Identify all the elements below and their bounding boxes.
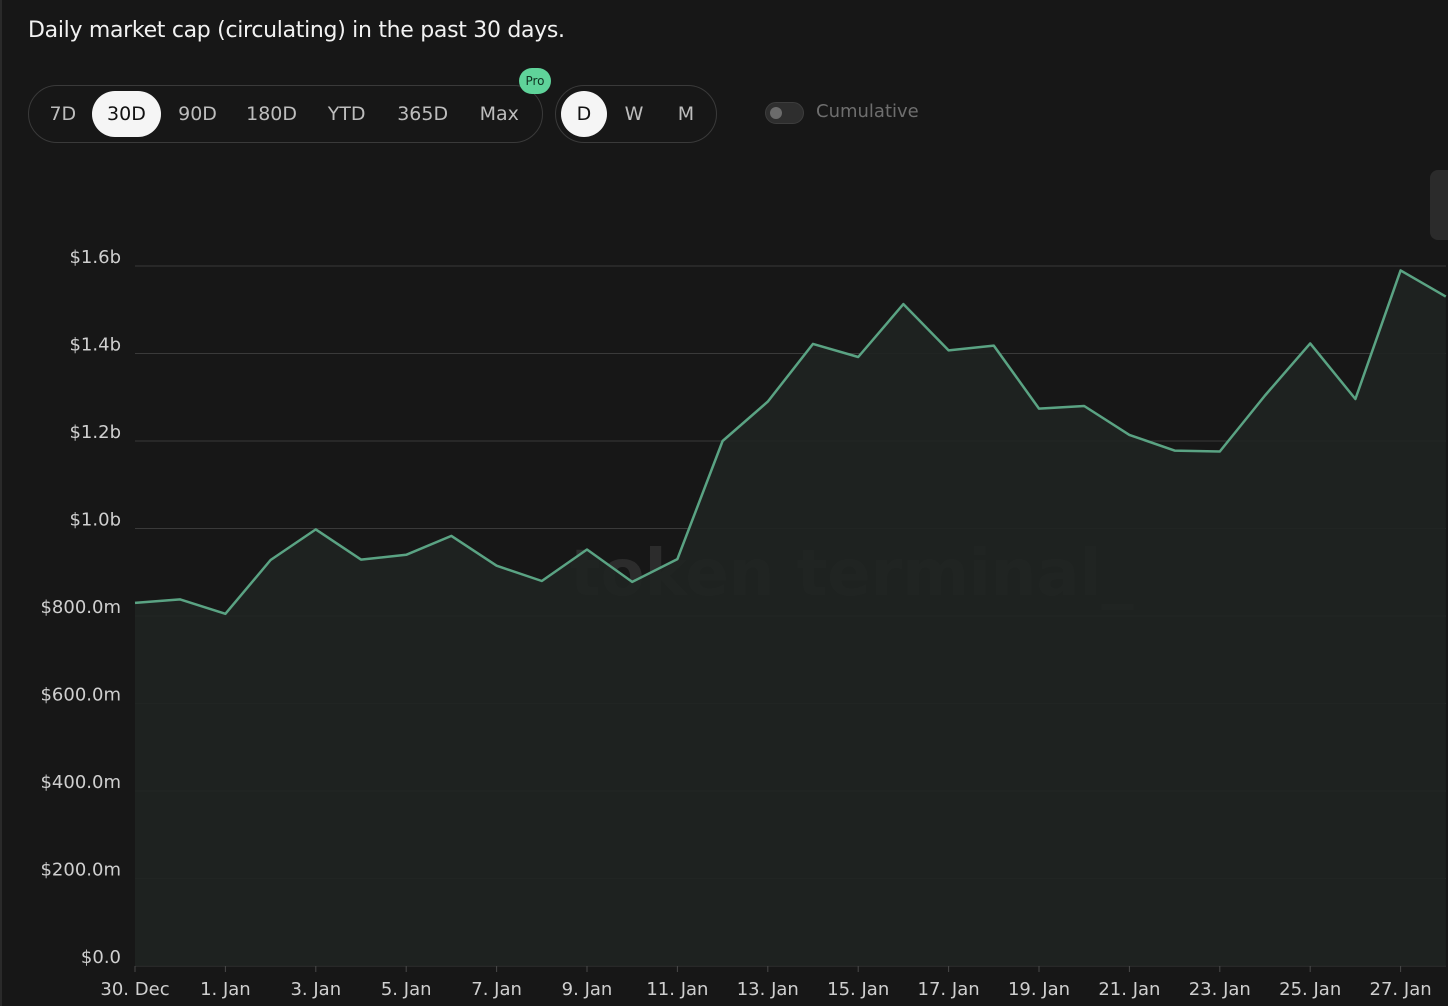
x-tick-label: 15. Jan [827, 979, 889, 1000]
x-tick-label: 13. Jan [737, 979, 799, 1000]
data-point[interactable] [1259, 390, 1271, 402]
chart-subtitle: Daily market cap (circulating) in the pa… [28, 18, 565, 43]
x-tick-label: 1. Jan [200, 979, 251, 1000]
y-tick-label: $0.0 [81, 947, 121, 968]
pro-badge: Pro [519, 68, 551, 94]
y-tick-label: $800.0m [40, 597, 121, 618]
data-point[interactable] [400, 549, 412, 561]
y-tick-label: $1.4b [69, 335, 121, 356]
range-button-max[interactable]: Max [479, 103, 519, 125]
toggle-knob [770, 107, 782, 119]
x-tick-label: 9. Jan [562, 979, 613, 1000]
time-range-selector: 7D 30D 90D 180D YTD 365D Max [28, 85, 543, 143]
data-point[interactable] [129, 597, 141, 609]
data-point[interactable] [219, 608, 231, 620]
x-tick-label: 27. Jan [1370, 979, 1432, 1000]
y-tick-label: $600.0m [40, 685, 121, 706]
data-point[interactable] [310, 523, 322, 535]
x-tick-label: 7. Jan [471, 979, 522, 1000]
y-axis-ticks: $0.0 $200.0m $400.0m $600.0m $800.0m $1.0b $1.… [40, 247, 121, 968]
data-point[interactable] [807, 338, 819, 350]
range-button-ytd[interactable]: YTD [327, 103, 366, 125]
data-point[interactable] [581, 544, 593, 556]
data-point[interactable] [1349, 393, 1361, 405]
data-point[interactable] [943, 344, 955, 356]
range-button-180d[interactable]: 180D [246, 103, 298, 125]
range-button-365d[interactable]: 365D [397, 103, 449, 125]
y-tick-label: $1.2b [69, 422, 121, 443]
y-tick-label: $200.0m [40, 860, 121, 881]
range-button-90d[interactable]: 90D [178, 103, 217, 125]
data-point[interactable] [1214, 446, 1226, 458]
data-point[interactable] [491, 560, 503, 572]
y-tick-label: $1.6b [69, 247, 121, 268]
range-button-7d[interactable]: 7D [49, 103, 77, 125]
data-point[interactable] [762, 396, 774, 408]
side-panel-handle[interactable] [1430, 170, 1448, 240]
data-point[interactable] [1395, 264, 1407, 276]
y-tick-label: $400.0m [40, 772, 121, 793]
data-point[interactable] [1033, 403, 1045, 415]
data-point[interactable] [1169, 445, 1181, 457]
cumulative-toggle[interactable] [765, 102, 804, 124]
series-line[interactable] [134, 269, 1447, 616]
data-point[interactable] [1123, 429, 1135, 441]
granularity-selector: D W M [555, 85, 717, 143]
granularity-button-d[interactable]: D [561, 91, 607, 137]
x-tick-label: 21. Jan [1098, 979, 1160, 1000]
x-axis-ticks: 30. Dec 1. Jan 3. Jan 5. Jan 7. Jan 9. Jan 11.… [100, 966, 1432, 1000]
data-point[interactable] [265, 554, 277, 566]
x-tick-label: 11. Jan [646, 979, 708, 1000]
x-tick-label: 5. Jan [381, 979, 432, 1000]
series-layer [129, 264, 1447, 966]
x-tick-label: 17. Jan [918, 979, 980, 1000]
cumulative-label: Cumulative [816, 101, 919, 122]
data-point[interactable] [988, 340, 1000, 352]
x-tick-label: 25. Jan [1279, 979, 1341, 1000]
data-point[interactable] [897, 298, 909, 310]
data-point[interactable] [1078, 400, 1090, 412]
data-point[interactable] [671, 553, 683, 565]
y-tick-label: $1.0b [69, 510, 121, 531]
data-point[interactable] [536, 575, 548, 587]
data-point[interactable] [445, 530, 457, 542]
granularity-button-w[interactable]: W [624, 103, 644, 125]
series-area [135, 270, 1446, 966]
data-point[interactable] [1304, 337, 1316, 349]
x-tick-label: 3. Jan [290, 979, 341, 1000]
data-point[interactable] [626, 576, 638, 588]
x-tick-label: 23. Jan [1189, 979, 1251, 1000]
data-point[interactable] [174, 593, 186, 605]
data-point[interactable] [355, 554, 367, 566]
data-point[interactable] [852, 351, 864, 363]
granularity-button-m[interactable]: M [677, 103, 695, 125]
x-tick-label: 19. Jan [1008, 979, 1070, 1000]
range-button-30d[interactable]: 30D [91, 91, 162, 137]
x-tick-label: 30. Dec [100, 979, 169, 1000]
data-point[interactable] [717, 435, 729, 447]
